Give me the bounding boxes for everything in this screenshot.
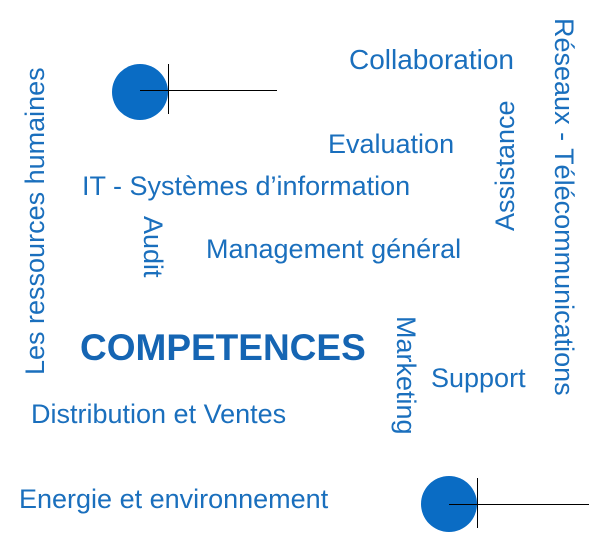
marker-line-bottom-vertical bbox=[477, 478, 478, 528]
word-support: Support bbox=[431, 363, 526, 393]
word-it: IT - Systèmes d’information bbox=[82, 171, 411, 201]
word-distribution: Distribution et Ventes bbox=[31, 399, 287, 429]
word-audit: Audit bbox=[138, 216, 168, 278]
marker-line-bottom-horizontal bbox=[449, 504, 589, 505]
word-reseaux: Réseaux - Télécommunications bbox=[549, 18, 579, 396]
word-assistance: Assistance bbox=[490, 100, 520, 231]
marker-line-top-vertical bbox=[168, 64, 169, 114]
word-evaluation: Evaluation bbox=[328, 129, 455, 159]
word-ressources: Les ressources humaines bbox=[20, 67, 50, 375]
word-marketing: Marketing bbox=[391, 316, 421, 435]
word-competences: COMPETENCES bbox=[80, 327, 366, 368]
word-collaboration: Collaboration bbox=[349, 44, 514, 75]
word-management: Management général bbox=[206, 234, 462, 264]
word-energie: Energie et environnement bbox=[19, 484, 329, 514]
marker-line-top-horizontal bbox=[140, 90, 277, 91]
blue-circle-top bbox=[112, 64, 168, 120]
